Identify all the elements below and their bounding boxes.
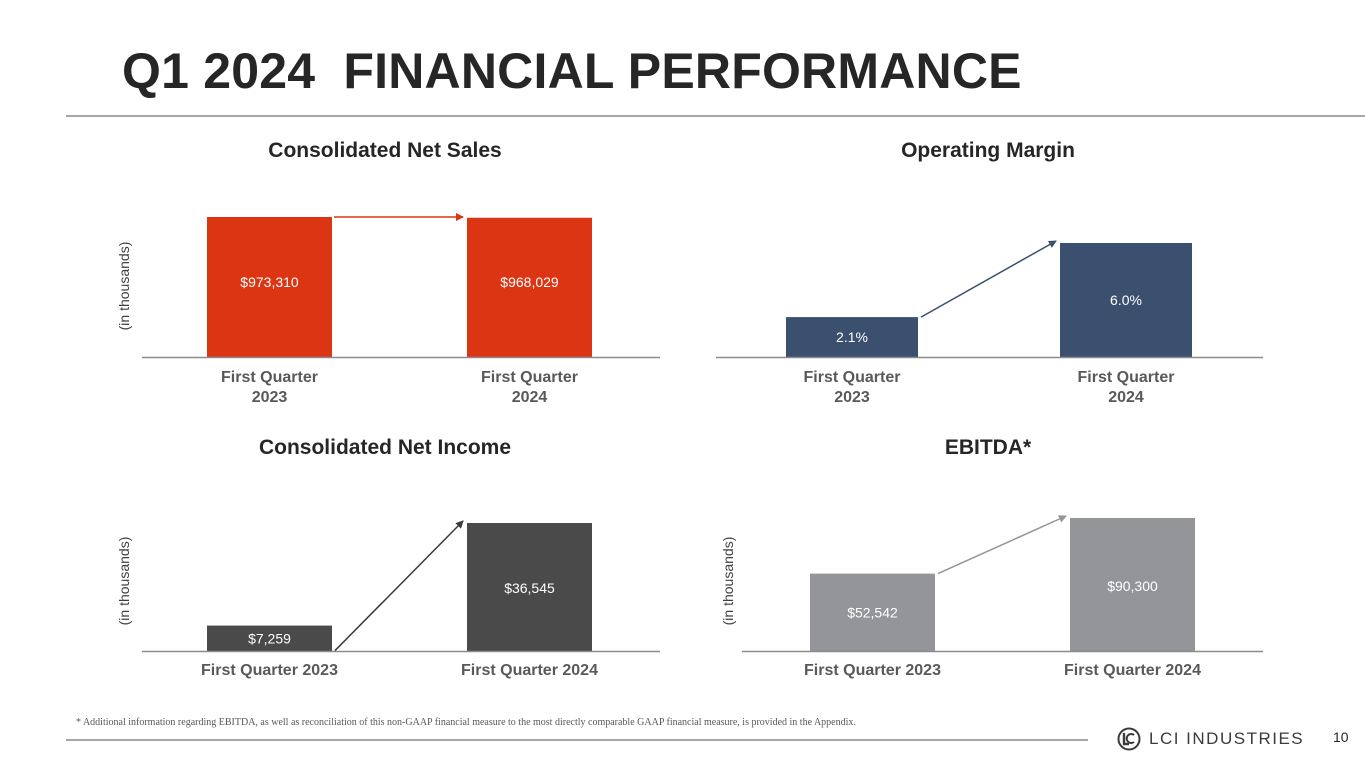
net-income-category-label-1: First Quarter 2023 (201, 662, 338, 679)
net-income-value-label-2: $36,545 (504, 580, 555, 596)
operating-margin-bar-2 (1060, 243, 1192, 357)
ebitda-value-label-2: $90,300 (1107, 578, 1158, 594)
ebitda-value-label-1: $52,542 (847, 605, 898, 621)
page-number: 10 (1333, 729, 1349, 745)
slide-title: Q1 2024 FINANCIAL PERFORMANCE (122, 43, 1022, 99)
operating-margin-value-label-2: 6.0% (1110, 292, 1142, 308)
net-income-bar-1 (207, 625, 332, 651)
company-logo: LCI INDUSTRIES (1117, 727, 1304, 751)
net-sales-category-label-1: First Quarter 2023 (221, 369, 318, 406)
net-income-bar-2 (467, 523, 592, 651)
ebitda-bar-2 (1070, 518, 1195, 651)
ebitda-category-label-1: First Quarter 2023 (804, 662, 941, 679)
operating-margin-value-label-1: 2.1% (836, 329, 868, 345)
net-sales-value-label-2: $968,029 (500, 274, 559, 290)
ebitda-bar-1 (810, 573, 935, 651)
net-sales-category-label-2: First Quarter 2024 (481, 369, 578, 406)
logo-text: LCI INDUSTRIES (1149, 729, 1305, 748)
chart-title-net-income: Consolidated Net Income (258, 436, 512, 459)
operating-margin-category-label-2: First Quarter 2024 (1078, 369, 1175, 406)
chart-title-net-sales: Consolidated Net Sales (268, 139, 502, 162)
operating-margin-trend-arrow (920, 240, 1057, 318)
net-sales-bar-1 (207, 217, 332, 357)
footnote: * Additional information regarding EBITD… (76, 717, 856, 728)
footer-divider (66, 739, 1088, 741)
chart-title-operating-margin: Operating Margin (901, 139, 1075, 162)
net-income-category-label-2: First Quarter 2024 (461, 662, 598, 679)
net-income-trend-arrow (334, 520, 464, 652)
net-income-value-label-1: $7,259 (248, 630, 291, 646)
operating-margin-category-label-1: First Quarter 2023 (804, 369, 901, 406)
lci-logo-icon (1117, 727, 1141, 751)
ebitda-trend-arrow (937, 515, 1067, 575)
chart-title-ebitda: EBITDA* (944, 436, 1032, 459)
net-sales-value-label-1: $973,310 (240, 274, 299, 290)
operating-margin-bar-1 (786, 317, 918, 357)
title-divider (66, 115, 1365, 117)
ebitda-category-label-2: First Quarter 2024 (1064, 662, 1201, 679)
net-sales-bar-2 (467, 217, 592, 357)
